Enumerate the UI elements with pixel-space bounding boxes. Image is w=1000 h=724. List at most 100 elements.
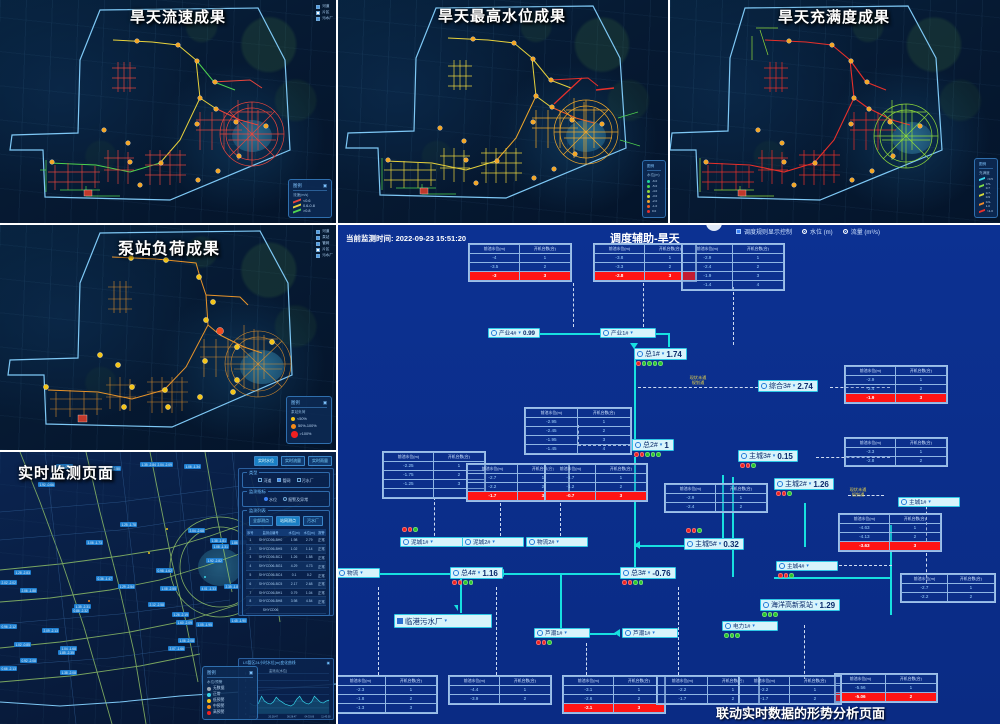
node-zhucheng-1[interactable]: 主城1# ▾ bbox=[898, 497, 960, 507]
table-zh3[interactable]: 前池水位(m) 开机台数(台) -2.9 1 -2.4 2 -1.9 3 bbox=[844, 365, 948, 404]
station-dot[interactable] bbox=[148, 552, 151, 555]
map-label[interactable]: 2.07 -1.66 bbox=[168, 646, 186, 651]
map-label[interactable]: 1.92 -0.66 bbox=[38, 482, 56, 487]
map-label[interactable]: 3.06 -1.73 bbox=[86, 540, 104, 545]
chevron-down-icon[interactable]: ▾ bbox=[659, 442, 663, 448]
map-label[interactable]: 0.36 -1.47 bbox=[96, 576, 114, 581]
chevron-down-icon[interactable]: ▾ bbox=[477, 570, 481, 576]
chevron-down-icon[interactable]: ▾ bbox=[444, 618, 448, 624]
node-zhucheng-2[interactable]: 主城2# ▾ 1.26 bbox=[774, 478, 834, 490]
map-label[interactable]: 0.96 -2.12 bbox=[0, 624, 18, 629]
node-chanye-1[interactable]: 产业1# ▾ bbox=[600, 328, 656, 338]
tab-realtime-level[interactable]: 实时水位 bbox=[254, 456, 278, 466]
chevron-down-icon[interactable]: ▾ bbox=[661, 351, 665, 357]
map-label[interactable]: 1.26 -2.19 bbox=[172, 612, 190, 617]
map-label[interactable]: 2.12 -2.58 bbox=[148, 602, 166, 607]
station-dot[interactable] bbox=[204, 576, 207, 579]
table-row[interactable]: 8 SHYCD06-BH8 3.98 4.54 正常 bbox=[246, 596, 326, 607]
metric-option-alarm[interactable]: 报警及异常 bbox=[283, 497, 308, 503]
control-water-level[interactable]: 水位 (m) bbox=[802, 227, 833, 236]
node-haiyang-pump[interactable]: 海洋高新泵站 ▾ 1.29 bbox=[760, 599, 841, 611]
map-label[interactable]: 1.38 -1.81 bbox=[210, 538, 228, 543]
chevron-down-icon[interactable]: ▾ bbox=[808, 481, 812, 487]
node-dianli-1[interactable]: 电力1# ▾ bbox=[722, 621, 778, 631]
map-label[interactable]: 1.38 -2.08 bbox=[60, 670, 78, 675]
collapse-icon[interactable]: ▣ bbox=[248, 670, 253, 675]
metric-option-level[interactable]: 水位 bbox=[263, 497, 277, 503]
table-row[interactable]: 5 SHYCD06-BC4 0.1 0.2 正常 bbox=[246, 570, 326, 580]
node-wuliu-2[interactable]: 物流2# ▾ bbox=[526, 537, 588, 547]
map-label[interactable]: 1.06 -2.08 bbox=[178, 638, 196, 643]
map-label[interactable]: 1.92 -2.82 bbox=[206, 558, 224, 563]
map-label[interactable]: 1.08 -2.55 bbox=[160, 586, 178, 591]
collapse-icon[interactable]: ▣ bbox=[322, 399, 327, 405]
chevron-down-icon[interactable]: ▾ bbox=[752, 623, 755, 629]
table-zc3[interactable]: 前池水位(m) 开机台数(台) -3.3 1 -2.8 2 bbox=[844, 437, 948, 467]
table-bottom-2[interactable]: 前池水位(m) 开机台数(台) -4.4 1 -3.9 2 bbox=[448, 675, 552, 705]
map-label[interactable]: 2.06 -1.88 bbox=[20, 588, 38, 593]
node-lingang-wastewater-plant[interactable]: 临港污水厂 ▾ bbox=[394, 614, 492, 628]
table-bottom-1[interactable]: 前池水位(m) 开机台数(台) -2.3 1 -1.8 2 -1.3 3 bbox=[338, 675, 438, 714]
filter-plant[interactable]: 污水厂 bbox=[303, 516, 323, 526]
table-zc2[interactable]: 前池水位(m) 开机台数(台) -2.9 1 -2.4 2 bbox=[664, 483, 768, 513]
node-zhucheng-5[interactable]: 主城5# ▾ 0.32 bbox=[684, 538, 744, 550]
map-label[interactable]: 2.04 -2.68 bbox=[188, 528, 206, 533]
chevron-down-icon[interactable]: ▾ bbox=[518, 330, 521, 336]
velocity-legend[interactable]: 图例 ▣ 流速(m/s) <0.6 0.6-0.8 >0.8 bbox=[288, 179, 332, 218]
chevron-down-icon[interactable]: ▾ bbox=[652, 630, 655, 636]
node-luchao-1b[interactable]: 芦潮1# ▾ bbox=[622, 628, 678, 638]
tab-realtime-rain[interactable]: 实时雨量 bbox=[308, 456, 332, 466]
map-label[interactable]: 1.55 -2.50 bbox=[104, 466, 122, 471]
filter-all-points[interactable]: 全部测点 bbox=[249, 516, 273, 526]
map-label[interactable]: 1.08 -0.05 bbox=[56, 464, 74, 469]
table-row[interactable]: 6 SHYCD06-BC5 2.17 2.68 正常 bbox=[246, 579, 326, 589]
table-hy[interactable]: 前池水位(m) 开机台数(台) -5.56 1 -5.06 2 bbox=[834, 673, 938, 703]
chevron-down-icon[interactable]: ▾ bbox=[792, 383, 796, 389]
control-flow-rate[interactable]: 流量 (m³/s) bbox=[842, 227, 880, 236]
collapse-icon[interactable]: ▣ bbox=[322, 183, 327, 188]
node-zhucheng-3[interactable]: 主城3# ▾ 0.15 bbox=[738, 450, 798, 462]
chevron-down-icon[interactable]: ▾ bbox=[430, 539, 433, 545]
control-rule-display[interactable]: 调度规则显示控制 bbox=[736, 227, 792, 236]
chevron-down-icon[interactable]: ▾ bbox=[492, 539, 495, 545]
table-row[interactable]: SHYCD06 bbox=[246, 605, 326, 615]
map-label[interactable]: 1.35 -2.84 bbox=[140, 462, 158, 467]
map-label[interactable]: 2.09 -2.13 bbox=[42, 628, 60, 633]
table-z1[interactable]: 前池水位(m) 开机台数(台) -2.9 1 -2.4 2 -1.9 3 -1.4 4 bbox=[681, 243, 785, 291]
table-cy1[interactable]: 前池水位(m) 开机台数(台) -3.8 1 -3.3 2 -2.8 3 bbox=[593, 243, 697, 282]
table-row[interactable]: 2 SHYCD06-BH5 1.02 1.14 正常 bbox=[246, 544, 326, 554]
type-option-river[interactable]: 河道 bbox=[258, 478, 271, 484]
monitoring-table[interactable]: 序号 监测点编号 水位(m) 水位(m) 报警 1 SHYCD06-BH0 1.98… bbox=[246, 529, 326, 615]
map-label[interactable]: 1.04 -1.68 bbox=[60, 646, 78, 651]
tab-realtime-flow[interactable]: 实时流量 bbox=[281, 456, 305, 466]
table-zc4[interactable]: 前池水位(m) 开机台数(台) -2.7 1 -2.2 2 bbox=[900, 573, 996, 603]
node-zong-4[interactable]: 总4# ▾ 1.16 bbox=[450, 567, 503, 579]
table-cy4[interactable]: 前池水位(m) 开机台数(台) -4 1 -3.5 2 -3 3 bbox=[468, 243, 572, 282]
map-label[interactable]: 1.85 -2.35 bbox=[58, 650, 76, 655]
map-label[interactable]: 1.60 -2.09 bbox=[176, 620, 194, 625]
table-bottom-5[interactable]: 前池水位(m) 开机台数(台) -2.2 1 -1.7 2 bbox=[738, 675, 842, 705]
chevron-down-icon[interactable]: ▾ bbox=[360, 570, 363, 576]
table-z2[interactable]: 前池水位(m) 开机台数(台) -2.95 1 -2.45 2 -1.95 3 -1.4… bbox=[524, 407, 632, 455]
table-row[interactable]: 7 SHYCD06-BH1 0.79 1.04 正常 bbox=[246, 588, 326, 598]
filter-network-points[interactable]: 站网测点 bbox=[276, 516, 300, 526]
map-label[interactable]: 0.86 -2.32 bbox=[72, 608, 90, 613]
map-label[interactable]: 1.35 -2.31 bbox=[74, 604, 92, 609]
pumpload-legend[interactable]: 图例 ▣ 泵站负荷 <50% 50%-100% >100% bbox=[286, 395, 332, 444]
node-wuliu[interactable]: 物流 ▾ bbox=[338, 568, 380, 578]
type-option-pipe[interactable]: 管网 bbox=[277, 478, 291, 484]
map-label[interactable]: 2.35 -1.88 bbox=[224, 584, 242, 589]
map-label[interactable]: 1.06 -1.34 bbox=[184, 464, 202, 469]
map-label[interactable]: 4.01 -1.33 bbox=[200, 586, 218, 591]
chevron-down-icon[interactable]: ▾ bbox=[806, 563, 809, 569]
node-luchao-1a[interactable]: 芦潮1# ▾ bbox=[534, 628, 590, 638]
chevron-down-icon[interactable]: ▾ bbox=[718, 541, 722, 547]
map-label[interactable]: 1.08 -1.31 bbox=[212, 544, 230, 549]
map-label[interactable]: 1.28 -2.83 bbox=[14, 570, 32, 575]
chevron-down-icon[interactable]: ▾ bbox=[647, 570, 651, 576]
node-chanye-4[interactable]: 产业4# ▾ 0.99 bbox=[488, 328, 540, 338]
node-zhucheng-4[interactable]: 主城4# ▾ bbox=[776, 561, 838, 571]
chevron-down-icon[interactable]: ▾ bbox=[772, 453, 776, 459]
map-label[interactable]: 0.92 -2.08 bbox=[20, 658, 38, 663]
node-zonghe-3[interactable]: 综合3# ▾ 2.74 bbox=[758, 380, 818, 392]
